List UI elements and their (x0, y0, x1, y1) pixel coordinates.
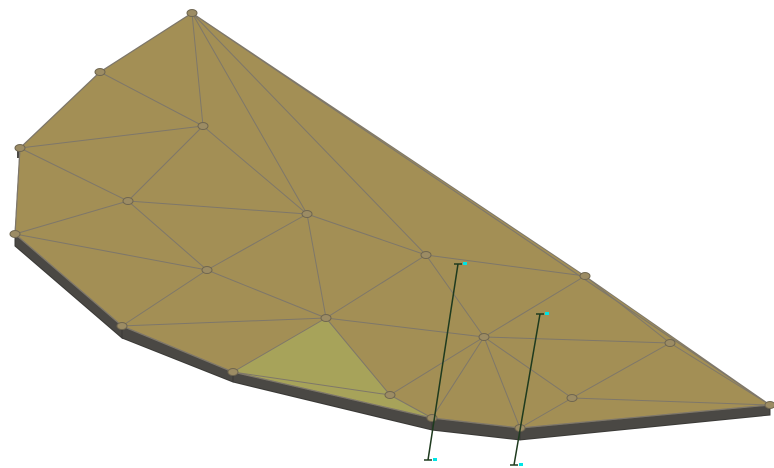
mesh-face[interactable] (128, 126, 307, 214)
mesh-node-icon[interactable] (320, 314, 332, 322)
mesh-node-icon[interactable] (384, 391, 396, 399)
mesh-edge (121, 269, 208, 327)
mesh-face[interactable] (307, 214, 426, 318)
mesh-face[interactable] (128, 201, 307, 270)
selected-mesh-face[interactable] (233, 318, 432, 418)
mesh-node-icon[interactable] (116, 322, 128, 330)
mesh-face[interactable] (100, 13, 203, 126)
mesh-edge (127, 125, 204, 202)
mesh-edge (325, 317, 485, 338)
mesh-boundary (14, 12, 772, 429)
mesh-face[interactable] (326, 318, 484, 395)
mesh-edge (519, 397, 573, 429)
mesh-node-icon[interactable] (14, 144, 26, 152)
mesh-face[interactable] (122, 270, 326, 326)
mesh-node-icon[interactable] (301, 210, 313, 218)
pin-marker-icon (519, 463, 523, 466)
pin-marker-icon (463, 262, 467, 265)
mesh-edge (191, 12, 308, 215)
mesh-face[interactable] (20, 126, 203, 201)
mesh-face[interactable] (390, 337, 484, 418)
pin-marker-icon (433, 458, 437, 461)
mesh-edge (191, 12, 427, 256)
mesh-edge (669, 342, 771, 406)
mesh-edge (389, 336, 485, 396)
mesh-face[interactable] (484, 276, 670, 343)
mesh-nodes[interactable] (9, 9, 774, 432)
mesh-face[interactable] (15, 234, 207, 326)
mesh-edge (584, 275, 671, 344)
mesh-edge (571, 397, 771, 406)
mesh-edge (325, 254, 427, 319)
mesh-edge (232, 371, 391, 396)
mesh-face[interactable] (572, 343, 770, 405)
mesh-node-icon[interactable] (478, 333, 490, 341)
mesh-edge (483, 336, 521, 429)
mesh-edge (14, 233, 208, 271)
mesh-node-icon[interactable] (9, 230, 21, 238)
mesh-node-icon[interactable] (420, 251, 432, 259)
mesh-edges (14, 12, 772, 429)
mesh-edge (19, 125, 204, 149)
mesh-edge (425, 254, 586, 277)
mesh-edge (306, 213, 327, 319)
mesh-edge (425, 254, 485, 338)
mesh-node-icon[interactable] (186, 9, 198, 17)
mesh-edge (202, 125, 308, 215)
mesh-node-icon[interactable] (201, 266, 213, 274)
vertical-pin-icon[interactable] (510, 312, 549, 466)
mesh-node-icon[interactable] (579, 272, 591, 280)
mesh-node-icon[interactable] (94, 68, 106, 76)
mesh-node-icon[interactable] (664, 339, 676, 347)
vertical-pins[interactable] (424, 262, 549, 466)
mesh-edge (127, 200, 208, 271)
mesh-edge (306, 213, 427, 256)
mesh-node-icon[interactable] (227, 368, 239, 376)
mesh-edge (571, 342, 671, 399)
mesh-edge (121, 317, 327, 327)
mesh-face[interactable] (520, 398, 770, 428)
mesh-edge (483, 275, 586, 338)
mesh-face[interactable] (432, 337, 520, 428)
mesh-edge (483, 336, 671, 344)
mesh-edge (431, 336, 485, 419)
mesh-node-icon[interactable] (566, 394, 578, 402)
mesh-face[interactable] (326, 255, 484, 337)
pin-marker-icon (545, 312, 549, 315)
mesh-edge (127, 200, 308, 215)
mesh-node-icon[interactable] (197, 122, 209, 130)
vertical-pin-icon[interactable] (424, 262, 467, 461)
mesh-edge (389, 394, 433, 419)
mesh-face[interactable] (15, 148, 128, 234)
mesh-edge (19, 147, 129, 202)
mesh-edge (206, 269, 327, 319)
mesh-face[interactable] (484, 337, 670, 398)
mesh-node-icon[interactable] (122, 197, 134, 205)
mesh-edge (232, 317, 327, 373)
mesh-node-icon[interactable] (764, 401, 774, 409)
mesh-face[interactable] (207, 214, 326, 318)
mesh-edge (191, 12, 204, 127)
mesh-edge (99, 71, 204, 127)
mesh-face[interactable] (122, 318, 326, 372)
mesh-face[interactable] (426, 255, 585, 337)
mesh-edge (14, 200, 129, 235)
mesh-face[interactable] (15, 201, 207, 270)
mesh-face[interactable] (20, 72, 203, 148)
mesh-edge (206, 213, 308, 271)
mesh-edge (325, 317, 391, 396)
mesh-edge (483, 336, 573, 399)
